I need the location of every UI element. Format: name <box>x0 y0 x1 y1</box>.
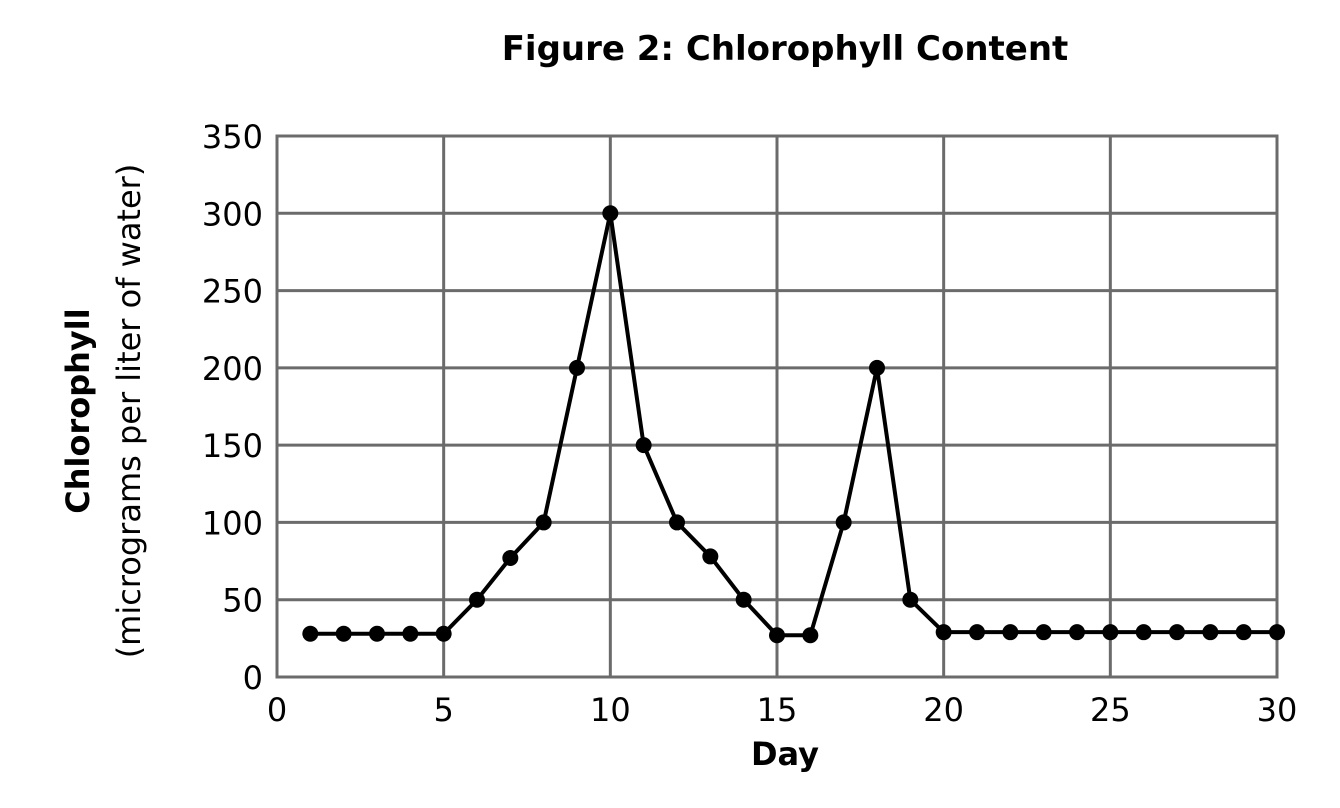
data-point <box>302 625 319 642</box>
data-point <box>502 549 519 566</box>
plot-area-border <box>275 134 1279 679</box>
data-point <box>1135 624 1152 641</box>
chart-title: Figure 2: Chlorophyll Content <box>502 29 1069 69</box>
data-series <box>302 205 1285 644</box>
data-point <box>1269 624 1285 641</box>
y-tick-label: 300 <box>202 195 263 233</box>
data-point <box>935 624 952 641</box>
data-point <box>402 625 419 642</box>
y-tick-label: 0 <box>243 659 263 697</box>
data-point <box>835 514 852 531</box>
y-tick-label: 50 <box>222 582 263 620</box>
data-point <box>602 205 619 222</box>
data-point <box>702 548 719 565</box>
x-tick-label: 0 <box>267 691 287 729</box>
data-point <box>1202 624 1219 641</box>
data-point <box>1169 624 1185 641</box>
x-tick-label: 20 <box>923 691 964 729</box>
data-point <box>769 627 785 644</box>
y-axis-label: Chlorophyll <box>59 308 97 513</box>
x-tick-label: 30 <box>1257 691 1298 729</box>
y-tick-label: 350 <box>202 118 263 156</box>
data-point <box>902 591 919 608</box>
y-axis-unit-label: (micrograms per liter of water) <box>110 164 148 659</box>
x-tick-label: 25 <box>1090 691 1131 729</box>
data-point <box>369 625 385 642</box>
data-point <box>1102 624 1119 641</box>
series-line <box>310 212 1277 638</box>
data-point <box>335 625 352 642</box>
data-point <box>969 624 985 641</box>
x-axis-ticks: 0 5 10 15 20 25 30 <box>267 691 1298 729</box>
x-tick-label: 10 <box>590 691 631 729</box>
data-point <box>535 514 552 531</box>
y-tick-label: 150 <box>202 427 263 465</box>
x-axis-label: Day <box>751 735 819 773</box>
y-tick-label: 100 <box>202 504 263 542</box>
grid <box>275 134 1279 679</box>
data-point <box>802 627 819 644</box>
data-point <box>1035 624 1052 641</box>
data-point <box>735 591 752 608</box>
data-point <box>569 359 585 376</box>
data-point <box>869 359 885 376</box>
data-point <box>469 591 485 608</box>
data-point <box>635 437 652 454</box>
data-point <box>1235 624 1252 641</box>
y-axis-ticks: 0 50 100 150 200 250 300 350 <box>202 118 263 697</box>
y-tick-label: 250 <box>202 273 263 311</box>
data-point <box>1069 624 1085 641</box>
y-tick-label: 200 <box>202 350 263 388</box>
data-point <box>669 514 685 531</box>
data-point <box>435 625 452 642</box>
data-point <box>1002 624 1019 641</box>
x-tick-label: 15 <box>757 691 798 729</box>
x-tick-label: 5 <box>433 691 453 729</box>
